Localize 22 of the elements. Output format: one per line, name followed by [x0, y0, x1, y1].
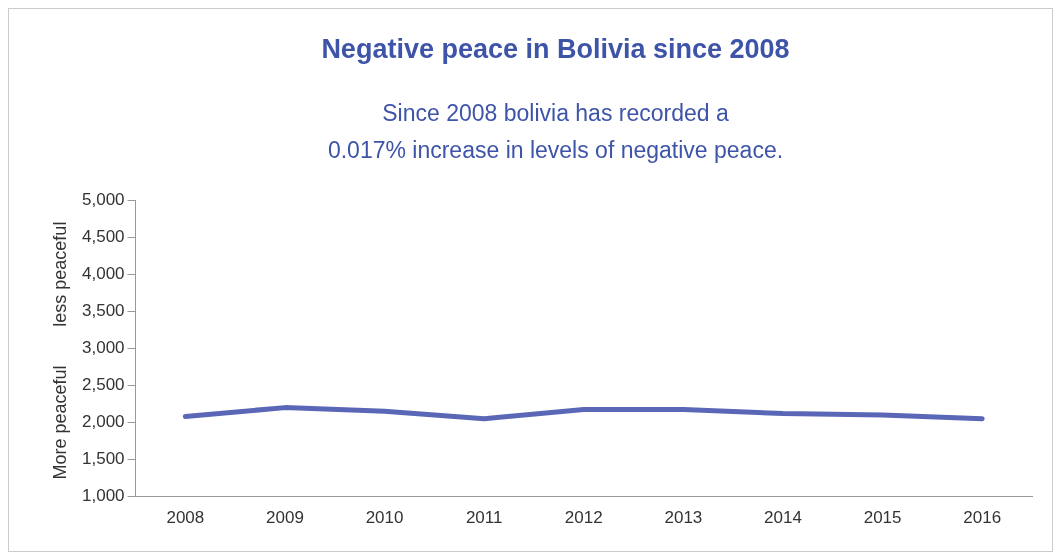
x-tick-label: 2013	[664, 508, 703, 528]
y-tick-label: 3,000	[81, 337, 125, 357]
y-tick-label: 2,500	[81, 375, 125, 395]
x-tick-label: 2016	[963, 508, 1002, 528]
y-tick-label: 2,000	[81, 412, 125, 432]
y-axis-title: More peaceful	[49, 365, 70, 480]
text: less peaceful	[49, 221, 70, 327]
y-tick-label: 1,000	[81, 486, 125, 506]
x-tick-label: 2014	[764, 508, 802, 528]
x-tick-label: 2010	[365, 508, 404, 528]
x-tick-label: 2009	[266, 508, 304, 528]
x-tick-label: 2008	[166, 508, 205, 528]
y-tick-label: 4,500	[81, 226, 125, 246]
chart-title: Negative peace in Bolivia since 2008	[321, 33, 790, 64]
y-tick-label: 1,500	[81, 449, 125, 469]
chart-subtitle: Since 2008 bolivia has recorded a 0.017% increase in levels of negative peace.	[327, 100, 784, 163]
y-tick-label: 5,000	[81, 189, 125, 209]
y-tick-label: 3,500	[81, 300, 125, 320]
y-tick-label: 4,000	[81, 263, 125, 283]
x-tick-label: 2011	[465, 508, 503, 528]
x-tick-label: 2012	[564, 508, 603, 528]
x-tick-label: 2015	[863, 508, 902, 528]
